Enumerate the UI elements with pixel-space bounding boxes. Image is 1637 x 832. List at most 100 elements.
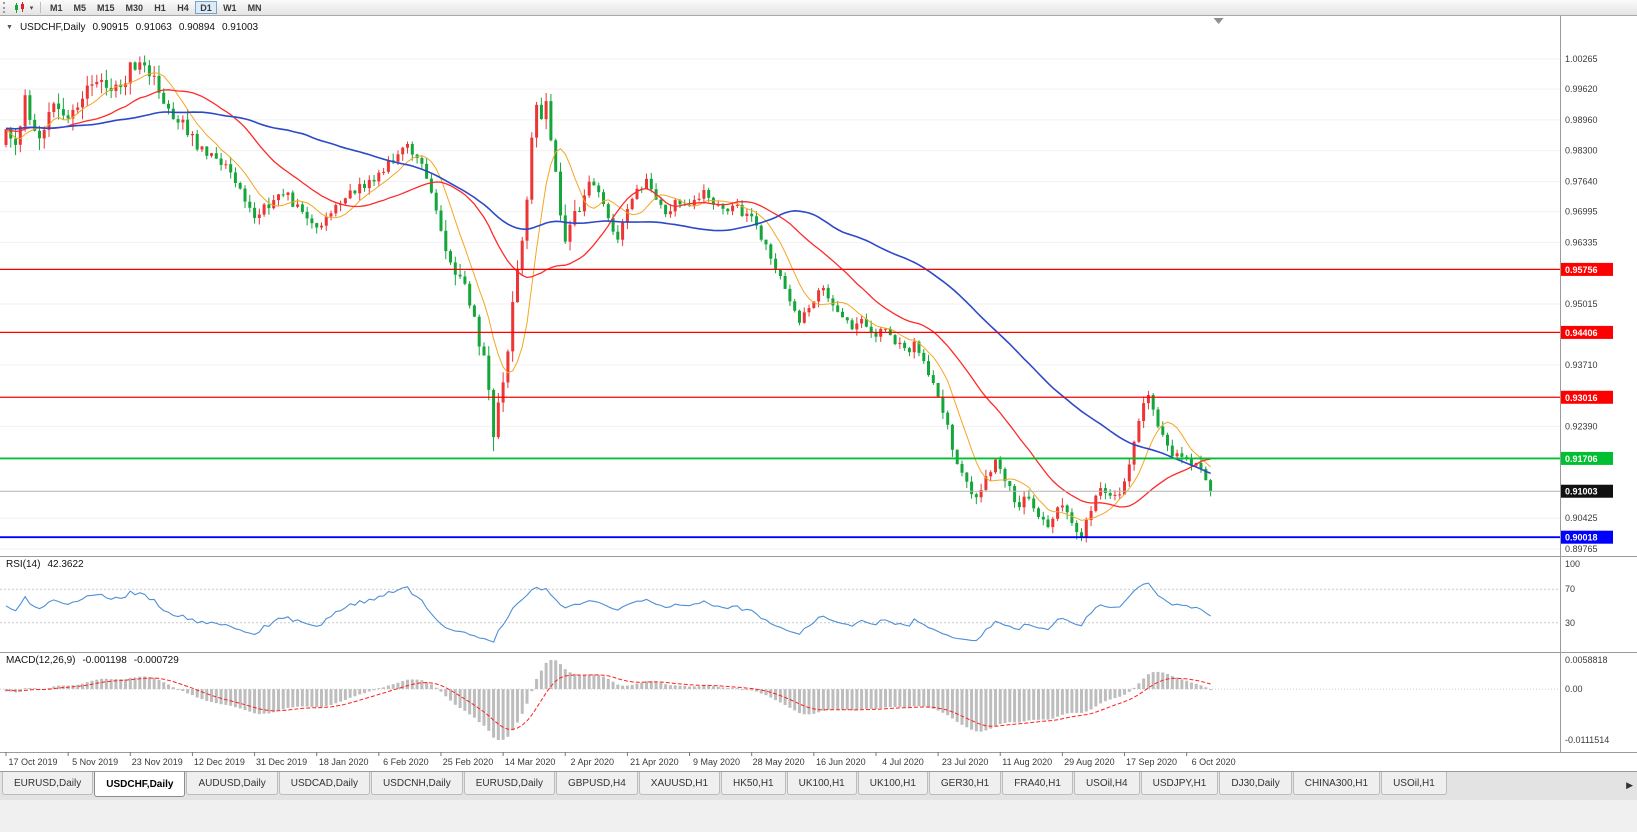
macd-pane: 0.0058818 0.00 -0.0111514 xyxy=(0,655,1609,745)
svg-text:0.97640: 0.97640 xyxy=(1565,176,1598,186)
ma-line-60 xyxy=(5,111,1211,475)
svg-text:0.0058818: 0.0058818 xyxy=(1565,655,1608,665)
timeframe-toolbar: ▾ M1 M5 M15 M30 H1 H4 D1 W1 MN xyxy=(0,0,1637,16)
tf-button-m15[interactable]: M15 xyxy=(97,2,115,13)
timeframe-buttons: M1 M5 M15 M30 H1 H4 D1 W1 MN xyxy=(45,1,267,14)
svg-text:0.93710: 0.93710 xyxy=(1565,360,1598,370)
svg-text:23 Jul 2020: 23 Jul 2020 xyxy=(942,757,989,767)
svg-text:0.96335: 0.96335 xyxy=(1565,237,1598,247)
svg-text:0.98300: 0.98300 xyxy=(1565,146,1598,156)
tf-button-m30[interactable]: M30 xyxy=(125,2,144,13)
chart-tabs: EURUSD,Daily USDCHF,Daily AUDUSD,Daily USDC… xyxy=(2,772,1447,797)
pane-frames xyxy=(0,16,1637,753)
svg-text:0.99620: 0.99620 xyxy=(1565,84,1598,94)
svg-text:0.90425: 0.90425 xyxy=(1565,513,1598,523)
chart-tab-usdcnh-daily[interactable]: USDCNH,Daily xyxy=(370,772,463,795)
svg-text:0.91003: 0.91003 xyxy=(1565,487,1598,497)
rsi-pane: 100 70 30 xyxy=(0,559,1580,643)
chart-tab-audusd-daily[interactable]: AUDUSD,Daily xyxy=(186,772,278,795)
svg-text:-0.0111514: -0.0111514 xyxy=(1565,735,1609,745)
svg-text:30: 30 xyxy=(1565,618,1575,628)
svg-text:11 Aug 2020: 11 Aug 2020 xyxy=(1002,757,1052,767)
chart-tab-usoil-h4[interactable]: USOil,H4 xyxy=(1073,772,1140,795)
svg-text:0.94406: 0.94406 xyxy=(1565,328,1598,338)
svg-text:17 Sep 2020: 17 Sep 2020 xyxy=(1126,757,1177,767)
svg-text:28 May 2020: 28 May 2020 xyxy=(753,757,805,767)
svg-text:0.95015: 0.95015 xyxy=(1565,299,1598,309)
svg-text:4 Jul 2020: 4 Jul 2020 xyxy=(882,757,924,767)
chart-shift-marker[interactable] xyxy=(1213,18,1224,24)
svg-text:16 Jun 2020: 16 Jun 2020 xyxy=(816,757,866,767)
svg-text:6 Oct 2020: 6 Oct 2020 xyxy=(1192,757,1236,767)
macd-signal: -0.000729 xyxy=(133,655,179,666)
tf-button-h1[interactable]: H1 xyxy=(154,2,166,13)
chart-tab-ger30-h1[interactable]: GER30,H1 xyxy=(928,772,1002,795)
rsi-label-row: RSI(14) 42.3622 xyxy=(6,559,84,570)
svg-text:100: 100 xyxy=(1565,559,1580,569)
svg-text:31 Dec 2019: 31 Dec 2019 xyxy=(256,757,307,767)
chart-tab-xauusd-h1[interactable]: XAUUSD,H1 xyxy=(638,772,721,795)
symbol-menu-icon[interactable]: ▼ xyxy=(6,24,13,31)
svg-text:0.92390: 0.92390 xyxy=(1565,421,1598,431)
tf-button-h4[interactable]: H4 xyxy=(177,2,189,13)
svg-text:23 Nov 2019: 23 Nov 2019 xyxy=(132,757,183,767)
chart-tab-usoil-h1[interactable]: USOil,H1 xyxy=(1381,772,1447,795)
tab-scroll-right-icon[interactable]: ▶ xyxy=(1626,780,1633,790)
tf-button-mn[interactable]: MN xyxy=(247,2,262,13)
ohlc-low: 0.90894 xyxy=(178,22,215,33)
svg-text:2 Apr 2020: 2 Apr 2020 xyxy=(570,757,614,767)
rsi-value: 42.3622 xyxy=(47,559,84,570)
chart-tab-dj30-daily[interactable]: DJ30,Daily xyxy=(1219,772,1292,795)
ohlc-close: 0.91003 xyxy=(221,22,259,33)
chart-title-row: ▼ USDCHF,Daily 0.90915 0.91063 0.90894 0… xyxy=(6,22,258,33)
svg-text:18 Jan 2020: 18 Jan 2020 xyxy=(319,757,369,767)
toolbar-separator xyxy=(40,2,41,13)
svg-text:0.95756: 0.95756 xyxy=(1565,265,1598,275)
ma-line-25 xyxy=(5,89,1211,508)
date-axis: 17 Oct 2019 5 Nov 2019 23 Nov 2019 12 Dec 2… xyxy=(5,752,1236,767)
svg-text:0.89765: 0.89765 xyxy=(1565,544,1598,554)
chart-tab-eurusd-daily[interactable]: EURUSD,Daily xyxy=(463,772,555,795)
tf-button-m5[interactable]: M5 xyxy=(73,2,87,13)
chart-tab-eurusd-daily[interactable]: EURUSD,Daily xyxy=(2,772,94,795)
ohlc-high: 0.91063 xyxy=(135,22,172,33)
svg-text:0.98960: 0.98960 xyxy=(1565,115,1598,125)
svg-text:9 May 2020: 9 May 2020 xyxy=(693,757,740,767)
chart-tab-hk50-h1[interactable]: HK50,H1 xyxy=(721,772,786,795)
tf-button-w1[interactable]: W1 xyxy=(223,2,237,13)
macd-label-row: MACD(12,26,9) -0.001198 -0.000729 xyxy=(6,655,179,666)
chart-tab-usdchf-daily[interactable]: USDCHF,Daily xyxy=(94,772,186,797)
svg-text:5 Nov 2019: 5 Nov 2019 xyxy=(72,757,118,767)
toolbar-grip[interactable] xyxy=(3,2,8,13)
chevron-down-icon[interactable]: ▾ xyxy=(29,4,34,12)
svg-text:25 Feb 2020: 25 Feb 2020 xyxy=(443,757,494,767)
macd-value: -0.001198 xyxy=(82,655,127,666)
horizontal-levels xyxy=(0,268,1560,539)
svg-text:21 Apr 2020: 21 Apr 2020 xyxy=(630,757,679,767)
tf-button-d1[interactable]: D1 xyxy=(195,1,218,14)
ohlc-open: 0.90915 xyxy=(92,22,129,33)
tf-button-m1[interactable]: M1 xyxy=(50,2,63,13)
chart-tab-uk100-h1[interactable]: UK100,H1 xyxy=(786,772,857,795)
svg-text:1.00265: 1.00265 xyxy=(1565,54,1598,64)
svg-text:0.00: 0.00 xyxy=(1565,684,1583,694)
chart-tab-usdjpy-h1[interactable]: USDJPY,H1 xyxy=(1140,772,1219,795)
chart-title: USDCHF,Daily xyxy=(19,22,86,33)
price-gridlines xyxy=(0,58,1560,550)
chart-tab-usdcad-daily[interactable]: USDCAD,Daily xyxy=(278,772,370,795)
svg-text:70: 70 xyxy=(1565,584,1575,594)
price-axis: 1.00265 0.99620 0.98960 0.98300 0.97640 0.969… xyxy=(1561,54,1613,554)
chart-tab-uk100-h1[interactable]: UK100,H1 xyxy=(857,772,928,795)
svg-text:0.96995: 0.96995 xyxy=(1565,207,1598,217)
svg-text:6 Feb 2020: 6 Feb 2020 xyxy=(383,757,429,767)
svg-text:12 Dec 2019: 12 Dec 2019 xyxy=(194,757,245,767)
chart-tab-gbpusd-h4[interactable]: GBPUSD,H4 xyxy=(555,772,638,795)
ma-line-8 xyxy=(5,72,1211,521)
chart-tab-fra40-h1[interactable]: FRA40,H1 xyxy=(1002,772,1073,795)
chart-tab-china300-h1[interactable]: CHINA300,H1 xyxy=(1292,772,1381,795)
macd-name: MACD(12,26,9) xyxy=(6,655,76,666)
svg-text:29 Aug 2020: 29 Aug 2020 xyxy=(1064,757,1115,767)
chart-canvas[interactable]: 100 70 30 0.0058818 0.00 -0.0111514 1.00265 0.9… xyxy=(0,16,1637,771)
candlestick-chart-icon[interactable] xyxy=(11,1,27,14)
